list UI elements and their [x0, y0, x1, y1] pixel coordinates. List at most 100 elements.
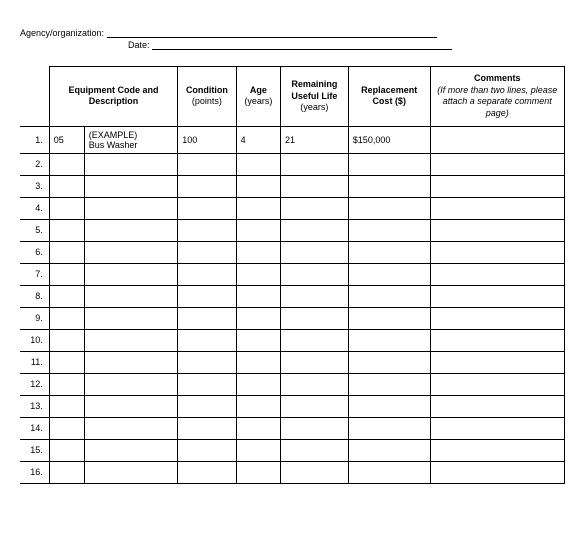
cell-code[interactable] [49, 307, 84, 329]
cell-description[interactable] [84, 373, 177, 395]
cell-comments[interactable] [430, 461, 564, 483]
cell-age[interactable]: 4 [236, 126, 280, 153]
cell-rul[interactable] [281, 417, 349, 439]
cell-cost[interactable] [348, 153, 430, 175]
cell-condition[interactable] [178, 197, 236, 219]
cell-description[interactable]: (EXAMPLE)Bus Washer [84, 126, 177, 153]
cell-cost[interactable] [348, 461, 430, 483]
cell-comments[interactable] [430, 307, 564, 329]
cell-description[interactable] [84, 263, 177, 285]
cell-code[interactable] [49, 373, 84, 395]
cell-comments[interactable] [430, 439, 564, 461]
cell-comments[interactable] [430, 373, 564, 395]
cell-condition[interactable] [178, 395, 236, 417]
cell-cost[interactable] [348, 439, 430, 461]
cell-condition[interactable] [178, 417, 236, 439]
cell-condition[interactable] [178, 219, 236, 241]
cell-cost[interactable] [348, 395, 430, 417]
cell-code[interactable] [49, 263, 84, 285]
cell-age[interactable] [236, 285, 280, 307]
cell-description[interactable] [84, 439, 177, 461]
cell-code[interactable]: 05 [49, 126, 84, 153]
cell-code[interactable] [49, 285, 84, 307]
cell-condition[interactable]: 100 [178, 126, 236, 153]
cell-comments[interactable] [430, 329, 564, 351]
cell-age[interactable] [236, 461, 280, 483]
cell-comments[interactable] [430, 285, 564, 307]
cell-rul[interactable] [281, 197, 349, 219]
cell-description[interactable] [84, 461, 177, 483]
cell-rul[interactable] [281, 351, 349, 373]
cell-condition[interactable] [178, 351, 236, 373]
cell-rul[interactable] [281, 373, 349, 395]
cell-age[interactable] [236, 417, 280, 439]
cell-condition[interactable] [178, 329, 236, 351]
cell-description[interactable] [84, 417, 177, 439]
cell-rul[interactable]: 21 [281, 126, 349, 153]
cell-rul[interactable] [281, 439, 349, 461]
cell-condition[interactable] [178, 373, 236, 395]
cell-cost[interactable] [348, 307, 430, 329]
cell-cost[interactable] [348, 197, 430, 219]
agency-input-line[interactable] [107, 37, 437, 38]
cell-description[interactable] [84, 395, 177, 417]
cell-age[interactable] [236, 153, 280, 175]
cell-rul[interactable] [281, 241, 349, 263]
cell-code[interactable] [49, 417, 84, 439]
cell-rul[interactable] [281, 285, 349, 307]
cell-comments[interactable] [430, 263, 564, 285]
cell-comments[interactable] [430, 126, 564, 153]
cell-description[interactable] [84, 307, 177, 329]
cell-condition[interactable] [178, 285, 236, 307]
cell-age[interactable] [236, 439, 280, 461]
cell-code[interactable] [49, 439, 84, 461]
cell-code[interactable] [49, 461, 84, 483]
cell-cost[interactable] [348, 263, 430, 285]
cell-age[interactable] [236, 329, 280, 351]
cell-code[interactable] [49, 329, 84, 351]
cell-condition[interactable] [178, 263, 236, 285]
cell-condition[interactable] [178, 461, 236, 483]
cell-comments[interactable] [430, 417, 564, 439]
cell-code[interactable] [49, 395, 84, 417]
cell-code[interactable] [49, 219, 84, 241]
cell-cost[interactable] [348, 285, 430, 307]
cell-code[interactable] [49, 197, 84, 219]
cell-age[interactable] [236, 307, 280, 329]
cell-code[interactable] [49, 351, 84, 373]
cell-comments[interactable] [430, 351, 564, 373]
cell-condition[interactable] [178, 307, 236, 329]
cell-rul[interactable] [281, 153, 349, 175]
cell-rul[interactable] [281, 461, 349, 483]
cell-comments[interactable] [430, 219, 564, 241]
cell-cost[interactable] [348, 417, 430, 439]
cell-rul[interactable] [281, 329, 349, 351]
cell-cost[interactable]: $150,000 [348, 126, 430, 153]
cell-rul[interactable] [281, 307, 349, 329]
cell-description[interactable] [84, 175, 177, 197]
cell-age[interactable] [236, 241, 280, 263]
cell-description[interactable] [84, 153, 177, 175]
cell-cost[interactable] [348, 175, 430, 197]
cell-comments[interactable] [430, 153, 564, 175]
cell-condition[interactable] [178, 153, 236, 175]
cell-rul[interactable] [281, 219, 349, 241]
cell-rul[interactable] [281, 175, 349, 197]
cell-description[interactable] [84, 197, 177, 219]
cell-cost[interactable] [348, 241, 430, 263]
cell-comments[interactable] [430, 175, 564, 197]
cell-age[interactable] [236, 175, 280, 197]
cell-description[interactable] [84, 329, 177, 351]
cell-cost[interactable] [348, 351, 430, 373]
cell-code[interactable] [49, 153, 84, 175]
cell-age[interactable] [236, 219, 280, 241]
cell-description[interactable] [84, 285, 177, 307]
cell-age[interactable] [236, 351, 280, 373]
cell-description[interactable] [84, 219, 177, 241]
cell-cost[interactable] [348, 329, 430, 351]
cell-description[interactable] [84, 241, 177, 263]
cell-cost[interactable] [348, 373, 430, 395]
cell-condition[interactable] [178, 175, 236, 197]
cell-age[interactable] [236, 263, 280, 285]
cell-description[interactable] [84, 351, 177, 373]
